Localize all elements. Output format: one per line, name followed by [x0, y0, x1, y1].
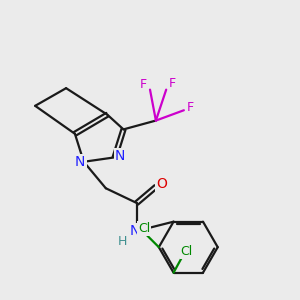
Text: F: F: [187, 101, 194, 114]
Text: N: N: [115, 149, 125, 163]
Text: N: N: [130, 224, 140, 238]
Text: Cl: Cl: [138, 221, 150, 235]
Text: N: N: [75, 155, 86, 169]
Text: H: H: [117, 235, 127, 248]
Text: Cl: Cl: [181, 245, 193, 258]
Text: O: O: [156, 177, 167, 191]
Text: F: F: [140, 78, 147, 91]
Text: F: F: [169, 77, 176, 90]
